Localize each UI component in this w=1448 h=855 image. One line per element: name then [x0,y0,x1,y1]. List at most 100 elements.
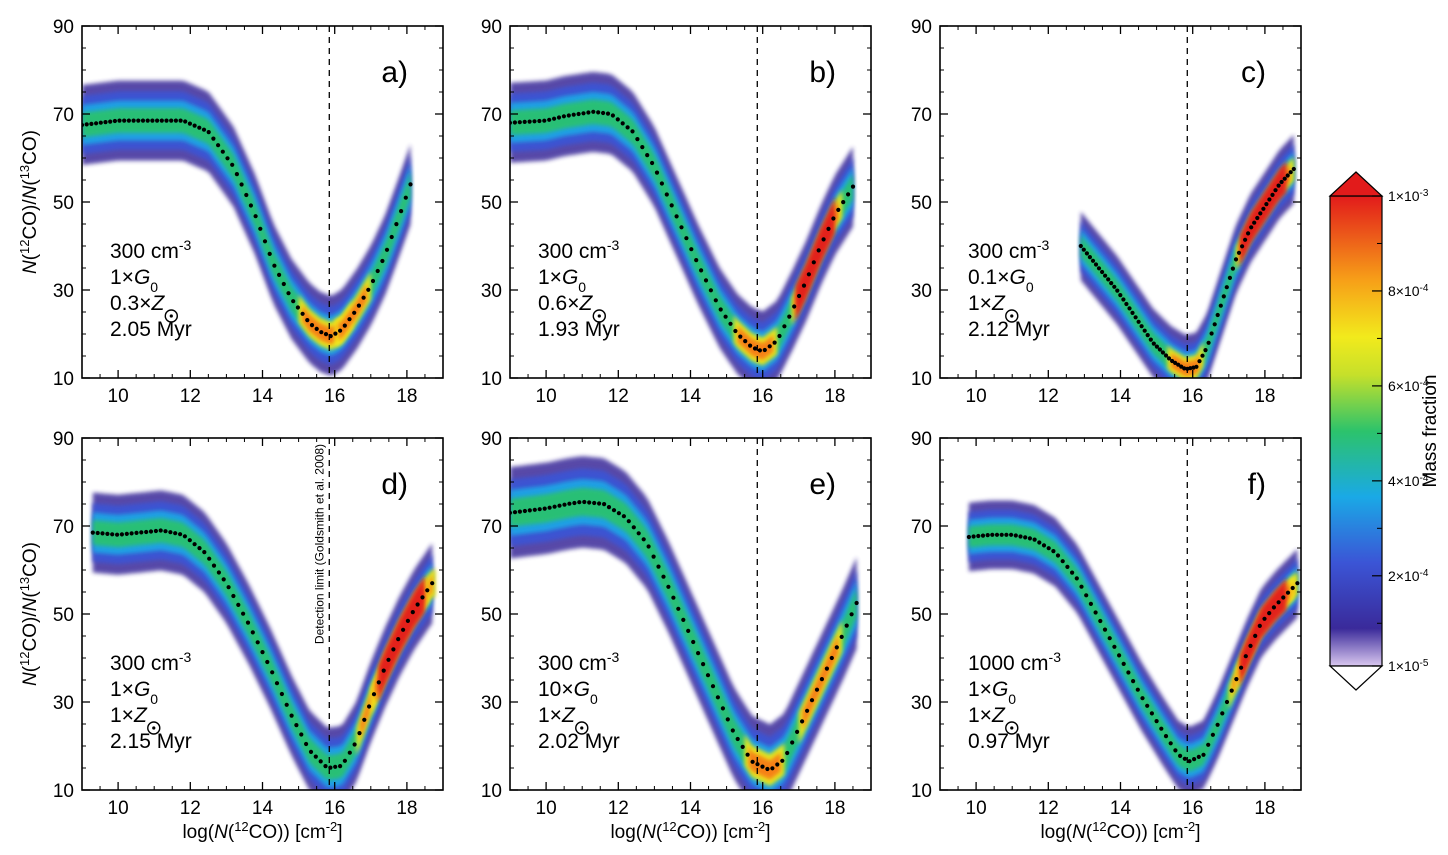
y-tick-label: 10 [911,781,932,802]
solar-symbol-dot-icon [152,726,156,730]
median-point [342,758,347,763]
median-point [294,723,299,728]
x-tick-label: 14 [680,386,702,407]
median-point [313,754,318,759]
median-point [650,160,655,166]
median-point [1124,301,1129,307]
median-point [1055,553,1061,558]
density-layer-e-3 [510,487,857,785]
median-point [1281,595,1286,600]
median-point [150,118,155,123]
median-point [552,504,557,509]
median-point [108,119,113,124]
median-point [139,530,144,535]
median-point [1273,188,1278,193]
median-point [566,113,571,118]
median-point [1109,281,1114,286]
median-point [691,639,696,645]
median-point [1103,273,1108,278]
median-point [715,695,721,700]
annotation-radiation: 1×G0 [110,266,158,295]
median-point [661,574,666,579]
median-point [777,333,782,339]
panel-e: 10 12 14 16 18 10 30 50 70 90 e) 300 cm-3 10×G01×Z 2.… [481,429,872,843]
median-point [262,239,268,244]
panel-label-f: f) [1248,468,1266,501]
density-layer-a-3 [82,108,411,348]
median-point [279,691,284,697]
median-point [1192,757,1197,762]
median-point [216,143,221,148]
median-point [679,225,684,230]
density-layer-f-2 [968,517,1298,778]
median-point [1196,754,1201,760]
median-point [1224,699,1230,705]
median-point [410,610,415,615]
median-point [1093,610,1098,615]
median-point [1115,288,1120,293]
median-points-b [510,109,856,353]
median-point [234,172,239,177]
median-point [405,618,410,624]
median-point [844,623,849,628]
density-layer-e-2 [510,479,857,790]
solar-symbol-icon [592,309,606,323]
density-band-b [510,72,853,378]
median-point [1096,266,1102,271]
median-point [1102,627,1108,632]
median-point [850,184,856,189]
median-point [800,719,805,724]
median-point [586,110,591,115]
median-point [971,534,976,539]
median-point [770,766,775,771]
y-tick-label: 10 [481,369,502,390]
median-point [755,762,760,767]
median-point [333,331,338,336]
y-tick-label: 70 [911,105,932,126]
median-point [318,759,323,764]
annotation-age: 2.02 Myr [538,730,620,753]
y-tick-label: 70 [481,517,502,538]
annotation-radiation: 0.1×G0 [968,266,1034,295]
median-point [752,346,758,351]
median-point [187,121,192,126]
median-point [596,110,601,115]
median-point [750,759,755,764]
panel-label-d: d) [381,468,408,501]
median-point [250,630,255,635]
median-point [708,288,714,293]
median-point [532,507,537,512]
median-point [1218,303,1223,308]
x-tick-label: 14 [252,798,274,819]
median-point [98,120,103,125]
median-point [1267,611,1272,616]
median-point [323,332,329,337]
median-point [245,620,251,625]
density-orange-e-0 [748,746,781,780]
panel-label-a: a) [381,56,408,89]
median-point [1004,532,1009,537]
annotation-metallicity: 0.6×Z [538,292,593,315]
median-point [347,317,352,322]
median-point [1197,359,1202,364]
median-point [308,749,314,755]
y-tick-label: 50 [911,605,932,626]
y-axis-title: N(12CO)/N(13CO) [17,130,42,274]
median-point [1046,546,1051,551]
y-tick-label: 90 [53,429,74,450]
median-point [1127,306,1132,311]
median-point [1133,315,1138,320]
median-point [352,310,357,315]
colorbar-tick-label: 8×10-4 [1388,282,1429,299]
median-point [1013,533,1018,538]
median-point [220,149,225,154]
median-point [1285,590,1291,595]
median-point [659,181,665,186]
median-points-d [90,528,435,770]
median-point [990,532,995,537]
median-point [145,118,150,123]
median-point [1041,543,1047,548]
median-point [1170,358,1175,364]
median-point [767,344,772,349]
x-axis-title: log(N(12CO)) [cm-2] [182,819,342,844]
